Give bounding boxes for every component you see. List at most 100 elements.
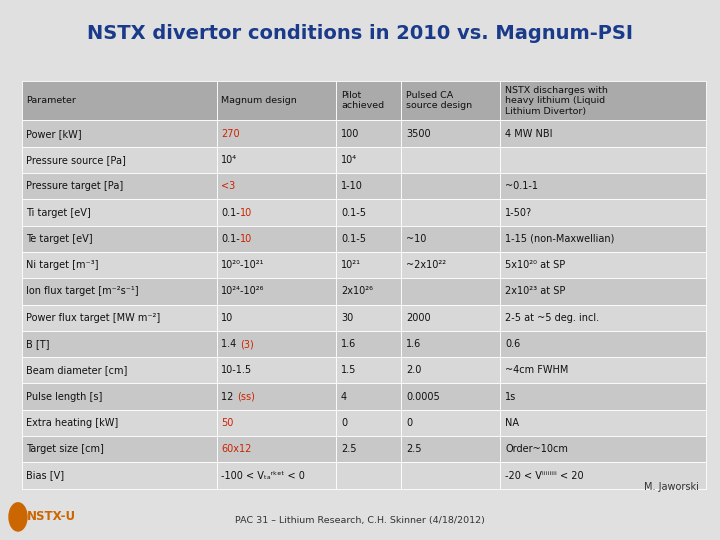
Bar [336,331,401,357]
Bar [22,331,217,357]
Text: Pilot
achieved: Pilot achieved [341,91,384,110]
Text: 0: 0 [341,418,347,428]
Text: B [T]: B [T] [27,339,50,349]
Bar [336,120,401,147]
Text: Ti target [eV]: Ti target [eV] [27,207,91,218]
Bar [500,278,706,305]
Bar [401,462,500,489]
Text: 4: 4 [341,392,347,402]
Text: ~10: ~10 [406,234,426,244]
Text: M. Jaworski: M. Jaworski [644,482,698,492]
Text: (ss): (ss) [237,392,255,402]
Text: 10: 10 [240,234,252,244]
Bar [217,147,336,173]
Text: Ion flux target [m⁻²s⁻¹]: Ion flux target [m⁻²s⁻¹] [27,286,139,296]
Bar [500,226,706,252]
Text: 10²⁰-10²¹: 10²⁰-10²¹ [221,260,265,270]
Bar [401,226,500,252]
Text: 2000: 2000 [406,313,431,323]
Bar [217,305,336,331]
Bar [401,410,500,436]
Bar [401,120,500,147]
Text: ~2x10²²: ~2x10²² [406,260,446,270]
Bar [217,331,336,357]
Text: 1.5: 1.5 [341,366,356,375]
Bar [401,436,500,462]
Bar [500,120,706,147]
Text: 270: 270 [221,129,240,139]
Text: 2x10²⁶: 2x10²⁶ [341,286,373,296]
Text: 5x10²⁰ at SP: 5x10²⁰ at SP [505,260,565,270]
Bar [500,462,706,489]
Text: 10⁴: 10⁴ [221,155,238,165]
Bar [217,436,336,462]
Bar [22,462,217,489]
Bar [500,436,706,462]
Text: ~4cm FWHM: ~4cm FWHM [505,366,569,375]
Bar [500,331,706,357]
Text: 1-10: 1-10 [341,181,363,191]
Text: 0.6: 0.6 [505,339,521,349]
Text: Te target [eV]: Te target [eV] [27,234,93,244]
Text: Pulse length [s]: Pulse length [s] [27,392,103,402]
Text: 0.1-5: 0.1-5 [341,234,366,244]
Text: Pulsed CA
source design: Pulsed CA source design [406,91,472,110]
Bar [336,357,401,383]
Bar [217,173,336,199]
Text: 1.4: 1.4 [221,339,240,349]
Bar [336,278,401,305]
Text: 2x10²³ at SP: 2x10²³ at SP [505,286,566,296]
Bar [401,252,500,278]
Text: 60x12: 60x12 [221,444,252,454]
Bar [401,331,500,357]
Text: Order~10cm: Order~10cm [505,444,568,454]
Bar [217,410,336,436]
Text: ~0.1-1: ~0.1-1 [505,181,538,191]
Bar [336,410,401,436]
Text: 10-1.5: 10-1.5 [221,366,253,375]
Bar [401,278,500,305]
Bar [401,147,500,173]
Text: 1.6: 1.6 [406,339,421,349]
Text: Beam diameter [cm]: Beam diameter [cm] [27,366,127,375]
Bar [217,120,336,147]
Text: 2.5: 2.5 [341,444,356,454]
Text: Pressure source [Pa]: Pressure source [Pa] [27,155,126,165]
Text: 100: 100 [341,129,359,139]
Bar [217,199,336,226]
Text: 30: 30 [341,313,354,323]
Bar [336,199,401,226]
Text: Bias [V]: Bias [V] [27,470,65,481]
Text: 2.0: 2.0 [406,366,421,375]
Text: 0.0005: 0.0005 [406,392,440,402]
Bar [217,357,336,383]
Bar [401,305,500,331]
Bar [22,278,217,305]
Bar [336,462,401,489]
Text: NA: NA [505,418,519,428]
Bar [336,252,401,278]
Bar [217,226,336,252]
Bar [22,199,217,226]
Bar [336,81,401,120]
Text: -20 < Vⁱⁱⁱⁱⁱⁱⁱⁱ < 20: -20 < Vⁱⁱⁱⁱⁱⁱⁱⁱ < 20 [505,470,584,481]
Text: Magnum design: Magnum design [221,96,297,105]
Text: 1-15 (non-Maxwellian): 1-15 (non-Maxwellian) [505,234,615,244]
Bar [336,305,401,331]
Text: 10²⁴-10²⁶: 10²⁴-10²⁶ [221,286,265,296]
Ellipse shape [9,503,27,531]
Text: 10²¹: 10²¹ [341,260,361,270]
Text: NSTX discharges with
heavy lithium (Liquid
Lithium Divertor): NSTX discharges with heavy lithium (Liqu… [505,86,608,116]
Text: 2-5 at ~5 deg. incl.: 2-5 at ~5 deg. incl. [505,313,599,323]
Bar [336,147,401,173]
Text: 1s: 1s [505,392,516,402]
Bar [22,383,217,410]
Text: PAC 31 – Lithium Research, C.H. Skinner (4/18/2012): PAC 31 – Lithium Research, C.H. Skinner … [235,516,485,525]
Text: 4 MW NBI: 4 MW NBI [505,129,553,139]
Bar [22,252,217,278]
Text: Ni target [m⁻³]: Ni target [m⁻³] [27,260,99,270]
Bar [22,120,217,147]
Bar [500,81,706,120]
Bar [22,226,217,252]
Bar [336,173,401,199]
